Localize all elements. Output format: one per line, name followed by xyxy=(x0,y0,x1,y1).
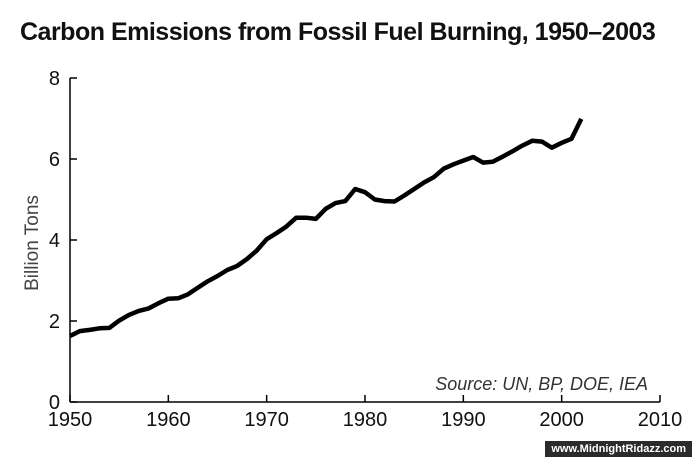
tick-labels: 0 2 4 6 8 1950 1960 1970 1980 1990 2000 2010 xyxy=(48,68,683,431)
x-tick-label: 1960 xyxy=(146,409,191,431)
y-tick-label: 6 xyxy=(49,149,60,171)
chart-title: Carbon Emissions from Fossil Fuel Burnin… xyxy=(20,18,656,46)
y-tick-label: 2 xyxy=(49,311,60,333)
series-lines xyxy=(68,117,584,339)
y-tick-label: 8 xyxy=(49,68,60,90)
x-tick-label: 2000 xyxy=(539,409,584,431)
x-tick-label: 1950 xyxy=(48,409,93,431)
x-tick-label: 1970 xyxy=(244,409,289,431)
x-tick-label: 1980 xyxy=(343,409,388,431)
axes xyxy=(69,78,660,403)
series-line xyxy=(68,117,584,339)
y-tick-label: 0 xyxy=(49,392,60,414)
watermark: www.MidnightRidazz.com xyxy=(545,441,692,457)
source-note: Source: UN, BP, DOE, IEA xyxy=(435,374,648,394)
y-axis-label: Billion Tons xyxy=(22,195,43,291)
x-tick-label: 2010 xyxy=(638,409,683,431)
y-tick-label: 4 xyxy=(49,230,60,252)
x-tick-label: 1990 xyxy=(441,409,486,431)
